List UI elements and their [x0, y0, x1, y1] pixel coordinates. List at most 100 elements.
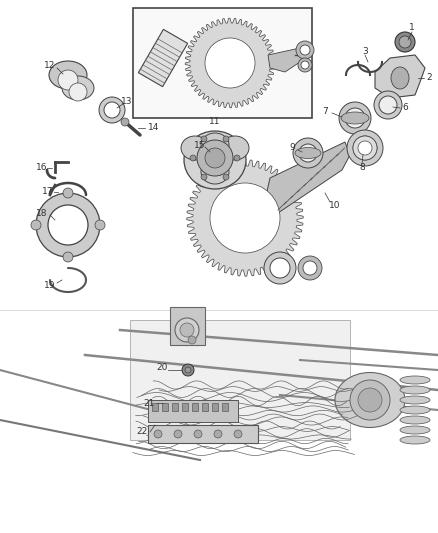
Circle shape	[358, 388, 382, 412]
Ellipse shape	[335, 373, 405, 427]
Circle shape	[104, 102, 120, 118]
Circle shape	[353, 136, 377, 160]
Text: 18: 18	[36, 208, 48, 217]
Circle shape	[399, 36, 411, 48]
Bar	[138, 29, 187, 87]
Ellipse shape	[400, 396, 430, 404]
Circle shape	[353, 136, 377, 160]
Text: 12: 12	[44, 61, 56, 69]
Circle shape	[347, 130, 383, 166]
Bar	[130, 320, 350, 440]
Circle shape	[190, 155, 196, 161]
Bar	[148, 425, 258, 443]
Bar	[133, 8, 312, 118]
Circle shape	[69, 83, 87, 101]
Polygon shape	[375, 55, 425, 98]
Circle shape	[194, 430, 202, 438]
Circle shape	[48, 205, 88, 245]
Ellipse shape	[201, 133, 229, 157]
Circle shape	[234, 155, 240, 161]
Circle shape	[214, 430, 222, 438]
Polygon shape	[265, 142, 350, 215]
Circle shape	[205, 38, 255, 88]
Circle shape	[205, 148, 225, 168]
Ellipse shape	[201, 160, 229, 184]
Circle shape	[182, 364, 194, 376]
Circle shape	[201, 174, 207, 180]
Ellipse shape	[49, 61, 87, 89]
Bar	[148, 400, 238, 422]
Ellipse shape	[341, 112, 369, 124]
Circle shape	[58, 70, 78, 90]
Text: 2: 2	[426, 74, 431, 83]
Circle shape	[99, 97, 125, 123]
Circle shape	[296, 41, 314, 59]
Ellipse shape	[221, 136, 249, 160]
Text: 17: 17	[42, 188, 54, 197]
Ellipse shape	[62, 76, 94, 100]
Text: 10: 10	[329, 201, 341, 211]
Circle shape	[234, 430, 242, 438]
Circle shape	[95, 220, 105, 230]
Circle shape	[339, 102, 371, 134]
Circle shape	[264, 252, 296, 284]
Polygon shape	[268, 48, 305, 72]
Circle shape	[395, 32, 415, 52]
Circle shape	[223, 136, 229, 142]
Bar	[212, 403, 218, 411]
Text: 1: 1	[409, 23, 415, 33]
Circle shape	[270, 258, 290, 278]
Ellipse shape	[295, 148, 321, 158]
Bar	[192, 403, 198, 411]
Circle shape	[358, 141, 372, 155]
Text: 16: 16	[36, 164, 48, 173]
Bar	[222, 403, 228, 411]
Circle shape	[201, 136, 207, 142]
Text: 13: 13	[121, 98, 133, 107]
Ellipse shape	[181, 136, 209, 160]
Text: 20: 20	[156, 364, 168, 373]
Circle shape	[299, 144, 317, 162]
Circle shape	[301, 61, 309, 69]
Text: 22: 22	[137, 427, 148, 437]
Text: 9: 9	[289, 143, 295, 152]
Circle shape	[350, 380, 390, 420]
Bar	[152, 403, 158, 411]
Text: 6: 6	[402, 103, 408, 112]
Circle shape	[63, 252, 73, 262]
Text: 15: 15	[194, 141, 206, 149]
Circle shape	[36, 193, 100, 257]
Circle shape	[210, 183, 280, 253]
Ellipse shape	[400, 406, 430, 414]
Circle shape	[180, 323, 194, 337]
Ellipse shape	[391, 67, 409, 89]
Circle shape	[185, 367, 191, 373]
Circle shape	[303, 261, 317, 275]
Circle shape	[298, 256, 322, 280]
Bar	[162, 403, 168, 411]
Text: 8: 8	[359, 163, 365, 172]
Text: 14: 14	[148, 124, 159, 133]
Circle shape	[197, 140, 233, 176]
Circle shape	[223, 174, 229, 180]
Ellipse shape	[184, 131, 246, 189]
Circle shape	[188, 336, 196, 344]
Text: 7: 7	[322, 108, 328, 117]
Circle shape	[298, 58, 312, 72]
Circle shape	[63, 188, 73, 198]
Polygon shape	[185, 18, 275, 108]
Bar	[182, 403, 188, 411]
Circle shape	[300, 45, 310, 55]
Bar	[202, 403, 208, 411]
Circle shape	[374, 91, 402, 119]
Circle shape	[175, 318, 199, 342]
Bar	[170, 307, 205, 345]
Circle shape	[205, 38, 255, 88]
Circle shape	[121, 118, 129, 126]
Ellipse shape	[400, 376, 430, 384]
Circle shape	[379, 96, 397, 114]
Bar	[172, 403, 178, 411]
Text: 19: 19	[44, 280, 56, 289]
Circle shape	[174, 430, 182, 438]
Circle shape	[154, 430, 162, 438]
